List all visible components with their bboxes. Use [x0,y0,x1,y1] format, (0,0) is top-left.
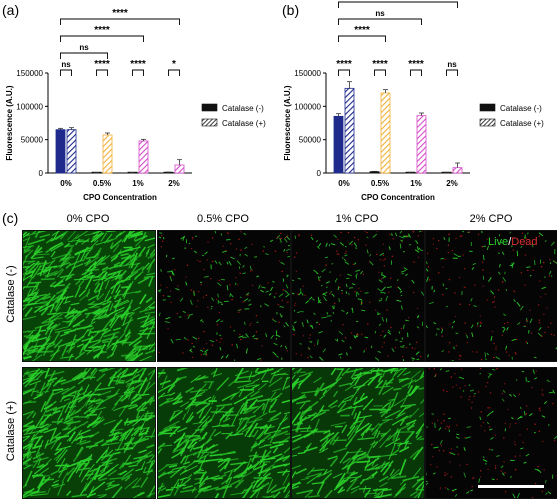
significance-label: ns [61,60,71,69]
legend-label: Catalase (-) [500,104,542,113]
micrograph-image [291,230,425,362]
significance-bracket [339,36,386,42]
significance-bracket [339,70,350,76]
y-tick-label: 150000 [16,69,43,78]
micrograph-image [22,367,156,499]
significance-label: ns [79,43,89,52]
x-tick-label: 2% [168,179,180,188]
significance-bracket [339,19,422,25]
y-tick-label: 50000 [299,136,322,145]
significance-label: **** [372,59,388,70]
live-dead-legend: Live/Dead [488,236,538,248]
micrograph-image [425,230,557,362]
x-axis-label: CPO Concentration [83,193,157,202]
x-tick-label: 0.5% [371,179,389,188]
x-tick-label: 0% [338,179,350,188]
significance-label: * [172,59,176,70]
significance-label: **** [408,59,424,70]
significance-label: **** [112,8,128,19]
bar-catalase-neg-1 [370,172,379,173]
bar-catalase-neg-0 [334,116,343,173]
significance-bracket [411,70,422,76]
significance-label: **** [390,0,406,2]
bar-catalase-pos-1 [103,135,112,173]
significance-label: **** [94,59,110,70]
legend-swatch [202,104,217,111]
x-tick-label: 1% [132,179,144,188]
y-tick-label: 0 [39,169,44,178]
y-tick-label: 100000 [16,102,43,111]
legend-label: Catalase (+) [222,119,266,128]
significance-bracket [61,70,72,76]
micrograph-column-label: 0.5% CPO [158,213,288,225]
significance-bracket [97,70,108,76]
significance-bracket [61,19,180,25]
live-label: Live [488,236,508,248]
micrograph-image [22,230,156,362]
significance-label: **** [94,25,110,36]
y-tick-label: 150000 [294,69,321,78]
significance-bracket [339,2,458,8]
micrograph-row-label: Catalase (-) [5,234,17,354]
x-tick-label: 2% [446,179,458,188]
significance-label: **** [354,25,370,36]
y-axis-label: Fluorescence (A.U.) [283,85,292,160]
micrograph-column-label: 2% CPO [426,213,556,225]
micrograph-image [291,367,425,499]
bar-catalase-pos-2 [417,116,426,173]
significance-label: ns [375,9,385,18]
micrograph-row-label: Catalase (+) [5,371,17,491]
x-tick-label: 0% [60,179,72,188]
x-tick-label: 1% [410,179,422,188]
micrograph-column-label: 0% CPO [23,213,153,225]
y-tick-label: 50000 [21,136,44,145]
significance-label: **** [130,59,146,70]
micrograph-image [425,367,557,499]
significance-bracket [133,70,144,76]
panel-letter-c: (c) [2,210,18,226]
micrograph-column-label: 1% CPO [292,213,422,225]
dead-label: Dead [511,236,537,248]
bar-catalase-pos-3 [453,168,462,173]
y-tick-label: 0 [317,169,322,178]
bar-catalase-pos-3 [175,165,184,173]
legend-label: Catalase (-) [222,104,264,113]
significance-bracket [447,70,458,76]
y-axis-label: Fluorescence (A.U.) [5,85,14,160]
bar-catalase-pos-2 [139,141,148,173]
x-tick-label: 0.5% [93,179,111,188]
significance-label: **** [336,59,352,70]
legend-label: Catalase (+) [500,119,544,128]
significance-label: ns [447,60,457,69]
significance-bracket [375,70,386,76]
scale-bar [478,485,544,488]
bar-catalase-pos-1 [381,93,390,173]
bar-catalase-pos-0 [67,130,76,173]
legend-swatch [202,119,217,126]
bar-catalase-neg-0 [56,130,65,173]
x-axis-label: CPO Concentration [361,193,435,202]
significance-bracket [169,70,180,76]
micrograph-image [157,230,291,362]
bar-catalase-pos-0 [345,88,354,173]
significance-bracket [61,36,144,42]
micrograph-image [157,367,291,499]
legend-swatch [480,104,495,111]
legend-swatch [480,119,495,126]
y-tick-label: 100000 [294,102,321,111]
